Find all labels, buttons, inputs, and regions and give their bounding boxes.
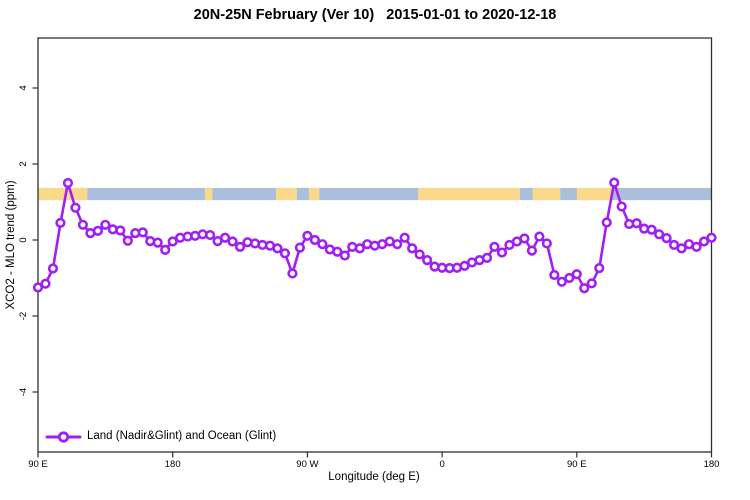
x-tick-label: 90 W <box>296 459 318 470</box>
data-point <box>549 269 560 281</box>
y-axis-label: XCO2 - MLO trend (ppm) <box>5 180 17 310</box>
map-band-land-segment <box>38 187 88 201</box>
data-point <box>698 236 710 247</box>
data-point <box>354 243 365 254</box>
data-point <box>676 243 687 254</box>
data-point <box>519 233 530 244</box>
data-point <box>302 230 313 241</box>
data-point <box>219 232 231 243</box>
data-point <box>40 278 51 289</box>
data-point <box>47 263 59 274</box>
x-axis-label: Longitude (deg E) <box>328 471 420 483</box>
x-tick-label: 90 E <box>28 459 48 470</box>
x-tick-label: 90 E <box>567 459 587 470</box>
x-tick-label: 180 <box>165 459 181 470</box>
y-tick-label: 2 <box>18 161 29 166</box>
data-point <box>579 283 590 294</box>
data-point <box>392 239 403 250</box>
data-point <box>32 282 44 293</box>
data-point <box>646 224 657 235</box>
data-point <box>77 219 88 230</box>
map-band-land-segment <box>204 187 213 201</box>
data-point <box>122 235 133 246</box>
data-point <box>609 177 620 188</box>
data-point <box>317 239 328 250</box>
x-tick-label: 180 <box>704 459 720 470</box>
data-point <box>70 202 81 213</box>
data-point <box>62 177 74 189</box>
data-point <box>309 234 320 246</box>
data-point <box>422 255 433 266</box>
data-point <box>481 252 493 263</box>
data-point <box>205 229 216 241</box>
data-point <box>631 218 642 229</box>
data-point <box>167 236 178 247</box>
data-point <box>55 217 66 228</box>
data-point <box>534 231 545 242</box>
legend-label: Land (Nadir&Glint) and Ocean (Glint) <box>87 430 277 442</box>
map-band-land-segment <box>418 187 520 201</box>
data-point <box>160 244 171 255</box>
y-tick-label: 4 <box>18 85 29 90</box>
data-point <box>496 247 508 258</box>
data-point <box>294 242 306 253</box>
data-point <box>654 229 665 240</box>
data-point <box>661 233 672 244</box>
data-point <box>564 272 575 284</box>
data-point <box>526 245 538 256</box>
data-point <box>414 249 425 260</box>
data-point <box>234 241 246 252</box>
data-point <box>571 269 582 280</box>
data-point <box>594 263 605 274</box>
data-point <box>541 238 552 249</box>
data-point <box>339 250 350 261</box>
data-point <box>100 219 111 230</box>
data-point <box>152 237 163 248</box>
data-point <box>279 248 291 259</box>
data-point <box>399 232 410 243</box>
data-point <box>272 243 283 254</box>
data-point <box>332 246 343 257</box>
data-point <box>92 225 103 236</box>
data-point <box>287 268 298 279</box>
data-point <box>601 217 612 228</box>
data-point <box>227 236 238 247</box>
data-point <box>586 278 597 289</box>
y-tick-label: -4 <box>18 388 29 396</box>
map-band-land-segment <box>532 187 561 201</box>
data-point <box>137 227 148 238</box>
x-tick-label: 0 <box>439 459 444 470</box>
data-point <box>115 225 126 236</box>
data-point <box>616 201 627 212</box>
data-point <box>489 241 500 252</box>
chart-title: 20N-25N February (Ver 10) 2015-01-01 to … <box>193 7 557 23</box>
legend-marker-sample <box>57 431 70 443</box>
map-band-land-segment <box>308 187 320 201</box>
y-tick-label: -2 <box>18 312 29 320</box>
data-point <box>691 241 702 252</box>
y-tick-label: 0 <box>18 237 29 242</box>
data-point <box>556 276 567 287</box>
map-band-land-segment <box>576 187 612 201</box>
data-point <box>407 243 418 254</box>
data-point <box>706 232 717 243</box>
map-band-land-segment <box>275 187 297 201</box>
plot-box <box>37 37 713 453</box>
